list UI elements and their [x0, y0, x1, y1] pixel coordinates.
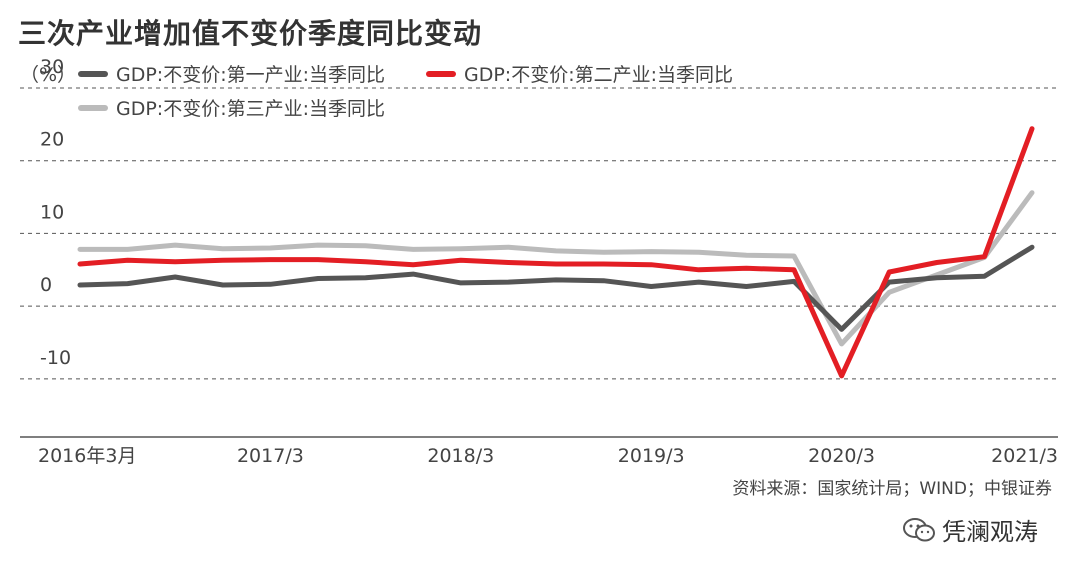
- series-line-1: [77, 126, 1035, 379]
- y-tick-label-1: 20: [40, 129, 64, 151]
- y-tick-label-4: -10: [40, 347, 71, 369]
- source-note: 资料来源：国家统计局；WIND；中银证券: [732, 479, 1052, 499]
- x-tick-label-3: 2019/3: [618, 445, 685, 467]
- legend-item-tertiary: GDP:不变价:第三产业:当季同比: [78, 94, 385, 121]
- y-axis-unit: （%）: [20, 64, 77, 86]
- legend-swatch-primary: [78, 70, 108, 77]
- series-line-2: [77, 190, 1035, 347]
- legend-swatch-tertiary: [78, 104, 108, 111]
- legend-swatch-secondary: [426, 70, 456, 77]
- brand-watermark: 凭澜观涛: [902, 512, 1038, 547]
- series-line-0: [77, 244, 1035, 332]
- legend-item-secondary: GDP:不变价:第二产业:当季同比: [426, 60, 733, 87]
- legend-item-primary: GDP:不变价:第一产业:当季同比: [78, 60, 385, 87]
- y-tick-label-2: 10: [40, 201, 64, 223]
- x-tick-label-5: 2021/3: [991, 445, 1058, 467]
- wechat-icon: [903, 517, 935, 541]
- y-tick-label-3: 0: [40, 274, 52, 296]
- legend-label-tertiary: GDP:不变价:第三产业:当季同比: [116, 98, 386, 120]
- x-tick-label-4: 2020/3: [808, 445, 875, 467]
- x-tick-label-2: 2018/3: [427, 445, 494, 467]
- x-tick-label-1: 2017/3: [237, 445, 304, 467]
- chart-title: 三次产业增加值不变价季度同比变动: [18, 17, 483, 50]
- legend-label-secondary: GDP:不变价:第二产业:当季同比: [464, 64, 734, 86]
- x-tick-label-0: 2016年3月: [38, 445, 136, 467]
- legend-label-primary: GDP:不变价:第一产业:当季同比: [116, 64, 386, 86]
- brand-name: 凭澜观涛: [942, 518, 1038, 546]
